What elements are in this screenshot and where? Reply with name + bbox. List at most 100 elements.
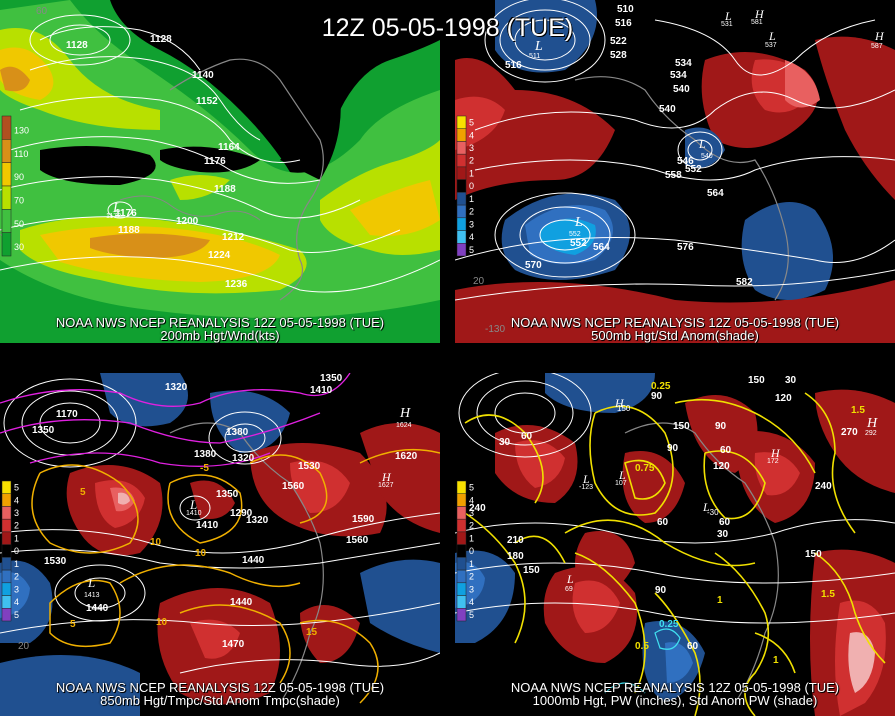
panel-500mb: 510 516 522 528 516 540 534 534 540 546 …: [455, 0, 895, 343]
high-marker: H: [874, 29, 885, 43]
contour-label: 1152: [196, 96, 218, 107]
contour-label: 546: [677, 156, 694, 167]
temp-label: 15: [306, 627, 318, 638]
panel-200mb: 60 30 1128 1128 1140 1152 1164 1176 1188…: [0, 0, 440, 343]
legend-label: 4: [469, 597, 474, 607]
contour-label: 180: [507, 551, 524, 562]
low-value: 69: [565, 586, 573, 593]
pw-label: 0.25: [659, 619, 679, 630]
temp-label: 10: [150, 537, 162, 548]
map-500mb: 510 516 522 528 516 540 534 534 540 546 …: [455, 0, 895, 343]
contour-label: 522: [610, 36, 627, 47]
legend-swatch: [1, 232, 12, 257]
pw-label: 0.75: [635, 463, 655, 474]
contour-label: 564: [707, 188, 724, 199]
low-value: 552: [569, 231, 581, 238]
low-marker: L: [189, 497, 197, 512]
legend-label: 5: [469, 483, 474, 493]
low-marker: L: [534, 39, 543, 54]
contour-label: 516: [615, 18, 632, 29]
contour-label: 510: [617, 4, 634, 15]
high-marker: H: [770, 446, 781, 460]
low-marker: L: [566, 572, 574, 586]
legend-swatch: [456, 179, 467, 193]
high-marker: H: [381, 470, 392, 484]
contour-label: 552: [570, 238, 587, 249]
legend-label: 5: [469, 118, 474, 128]
low-marker: L: [87, 575, 95, 590]
contour-label: 30: [717, 529, 729, 540]
legend-swatch: [456, 192, 467, 206]
contour-label: 564: [593, 242, 610, 253]
temp-label: 10: [156, 617, 168, 628]
legend-swatch: [456, 166, 467, 180]
low-value: 511: [529, 53, 540, 60]
legend-label: 1: [14, 559, 19, 569]
temp-label: 5: [70, 619, 76, 630]
legend-1000mb: 5 4 3 2 1 0 1 2 3 4 5: [456, 480, 474, 622]
contour-label: 30: [785, 375, 797, 386]
legend-swatch: [1, 115, 12, 140]
contour-label: 1560: [346, 535, 369, 546]
contour-label: 150: [673, 421, 690, 432]
contour-label: 1176: [115, 208, 137, 219]
legend-swatch: [456, 531, 467, 545]
legend-swatch: [456, 582, 467, 596]
contour-label: 150: [748, 375, 765, 386]
contour-label: 60: [687, 641, 699, 652]
legend-label: 4: [469, 495, 474, 505]
contour-label: 1530: [298, 461, 321, 472]
pw-label: 1.5: [821, 589, 835, 600]
contour-label: 150: [523, 565, 540, 576]
legend-swatch: [1, 518, 12, 533]
contour-label: 120: [775, 393, 792, 404]
contour-label: 540: [659, 104, 676, 115]
legend-swatch: [456, 243, 467, 257]
contour-label: 534: [675, 58, 692, 69]
contour-label: 1380: [194, 449, 217, 460]
legend-swatch: [456, 128, 467, 142]
legend-swatch: [456, 518, 467, 533]
legend-label: 5: [14, 610, 19, 620]
contour-label: 576: [677, 242, 694, 253]
contour-label: 1350: [32, 425, 55, 436]
main-title: 12Z 05-05-1998 (TUE): [321, 14, 574, 42]
low-value: -123: [579, 484, 593, 491]
legend-swatch: [456, 608, 467, 622]
contour-label: 150: [805, 549, 822, 560]
low-value: 537: [765, 42, 777, 49]
low-value: -30: [707, 508, 719, 517]
contour-label: 1188: [118, 225, 140, 236]
legend-swatch: [456, 204, 467, 219]
contour-label: 90: [667, 443, 679, 454]
contour-label: 240: [469, 503, 486, 514]
contour-label: 1290: [230, 508, 253, 519]
low-value: 540: [701, 153, 713, 160]
high-value: 292: [865, 430, 877, 437]
contour-label: 1410: [310, 385, 333, 396]
low-marker: L: [582, 472, 590, 486]
legend-label: 70: [14, 196, 24, 206]
map-850mb: 1320 1350 1410 1170 1350 1380 1380 1320 …: [0, 373, 440, 716]
legend-swatch: [456, 230, 467, 244]
legend-label: 0: [14, 546, 19, 556]
panel-caption-source: NOAA NWS NCEP REANALYSIS 12Z 05-05-1998 …: [510, 315, 840, 330]
legend-label: 0: [469, 181, 474, 191]
contour-label: 90: [651, 391, 663, 402]
legend-swatch: [1, 582, 12, 596]
contour-label: 1320: [165, 382, 188, 393]
legend-swatch: [1, 608, 12, 622]
legend-swatch: [456, 557, 467, 571]
legend-swatch: [456, 493, 467, 507]
legend-label: 5: [469, 245, 474, 255]
high-marker: H: [399, 406, 411, 421]
contour-label: 1212: [222, 232, 245, 243]
contour-label: 540: [673, 84, 690, 95]
low-marker: L: [724, 9, 732, 23]
legend-label: 2: [469, 156, 474, 166]
contour-label: 60: [657, 517, 669, 528]
map-200mb: 60 30 1128 1128 1140 1152 1164 1176 1188…: [0, 0, 440, 343]
pw-label: 1: [773, 655, 779, 666]
legend-swatch: [456, 115, 467, 129]
